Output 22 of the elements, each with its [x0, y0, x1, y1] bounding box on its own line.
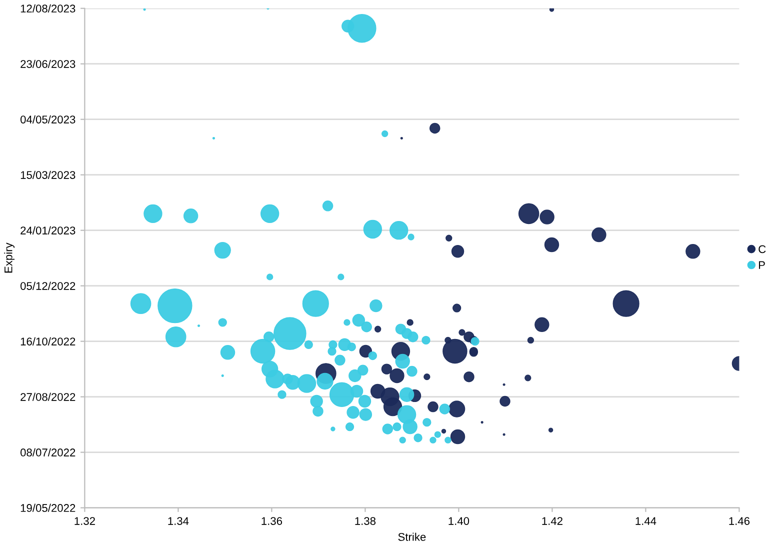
- y-tick-label: 08/07/2022: [20, 448, 76, 456]
- x-tick-label: 1.38: [355, 517, 376, 525]
- y-tick-label: 12/08/2023: [20, 4, 76, 13]
- y-tick-label: 15/03/2023: [20, 170, 76, 179]
- x-tick-label: 1.34: [168, 517, 189, 525]
- y-tick-label: 05/12/2022: [20, 282, 76, 290]
- x-axis-title: Strike: [398, 532, 426, 541]
- y-tick-label: 16/10/2022: [20, 337, 76, 346]
- x-tick-label: 1.40: [448, 517, 470, 525]
- x-tick-label: 1.36: [262, 517, 282, 525]
- y-tick-label: 24/01/2023: [20, 226, 76, 234]
- x-tick-label: 1.32: [74, 517, 95, 525]
- y-axis-title: Expiry: [4, 242, 15, 273]
- y-tick-label: 04/05/2023: [20, 115, 76, 124]
- y-tick-label: 27/08/2022: [20, 392, 76, 401]
- x-tick-label: 1.44: [636, 517, 656, 525]
- x-tick-label: 1.46: [729, 517, 750, 525]
- y-tick-label: 23/06/2023: [20, 60, 76, 68]
- legend-label: P: [759, 261, 765, 269]
- x-tick-label: 1.42: [542, 517, 562, 525]
- legend-label: C: [758, 245, 766, 254]
- y-tick-label: 19/05/2022: [20, 504, 76, 512]
